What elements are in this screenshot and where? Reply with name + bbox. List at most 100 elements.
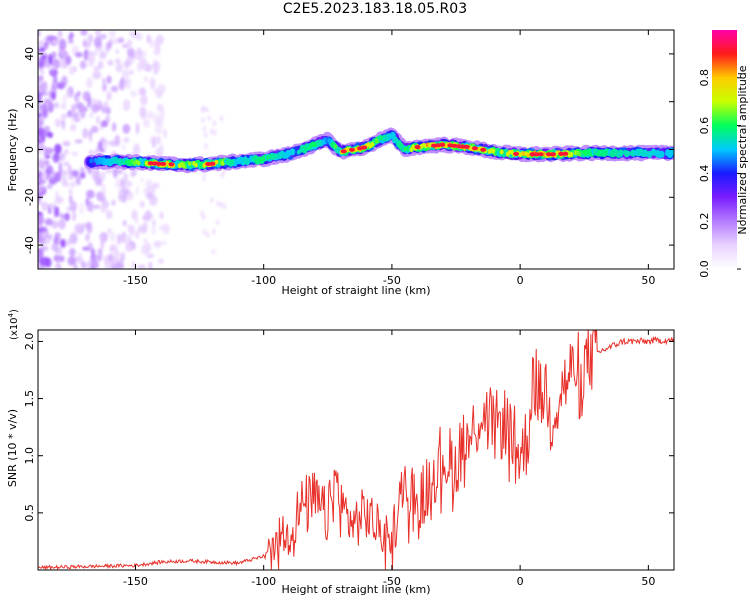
- x-tick-label: -50: [383, 575, 401, 588]
- noise-blob: [68, 39, 74, 44]
- noise-blob: [99, 33, 107, 40]
- noise-blob: [99, 50, 107, 60]
- noise-blob: [140, 94, 148, 106]
- noise-blob: [133, 143, 141, 156]
- noise-blob: [53, 205, 57, 218]
- noise-blob: [155, 136, 162, 145]
- noise-blob: [64, 212, 70, 222]
- noise-blob: [48, 53, 53, 65]
- noise-blob: [137, 264, 147, 269]
- colorbar-tick-label: 0.0: [698, 260, 711, 278]
- noise-blob: [110, 264, 118, 269]
- noise-blob: [204, 142, 208, 149]
- noise-blob: [43, 98, 53, 105]
- x-tick-label: 50: [641, 575, 655, 588]
- noise-blob: [145, 242, 152, 253]
- noise-blob: [96, 115, 100, 125]
- noise-blob: [160, 108, 165, 120]
- noise-blob: [143, 187, 150, 194]
- noise-blob: [42, 231, 47, 238]
- noise-blob: [69, 200, 77, 213]
- noise-blob: [219, 115, 224, 122]
- noise-blob: [73, 263, 78, 269]
- noise-blob: [62, 140, 71, 147]
- noise-blob: [112, 37, 119, 45]
- noise-blob: [108, 253, 113, 261]
- noise-blob: [62, 50, 69, 60]
- noise-blob: [152, 63, 158, 70]
- noise-blob: [75, 176, 82, 186]
- noise-blob: [86, 189, 95, 199]
- snr-y-axis: 0.5 1.0 1.5 2.0: [23, 333, 674, 522]
- noise-blob: [38, 226, 46, 233]
- noise-blob: [122, 69, 130, 78]
- noise-blob: [145, 192, 154, 199]
- noise-blob: [45, 147, 54, 154]
- noise-blob: [101, 200, 110, 209]
- ridge-cell: [245, 158, 250, 164]
- noise-blob: [108, 38, 113, 46]
- noise-blob: [73, 117, 81, 123]
- ridge-cell: [577, 151, 582, 157]
- noise-blob: [82, 105, 88, 113]
- noise-blob: [57, 236, 62, 246]
- noise-blob: [134, 32, 143, 41]
- ridge-cell: [604, 149, 609, 155]
- noise-blob: [158, 258, 164, 264]
- noise-blob: [154, 122, 163, 135]
- noise-blob: [52, 153, 60, 163]
- ridge-cell: [399, 143, 403, 149]
- noise-blob: [144, 210, 152, 222]
- y-tick-label: 0.5: [23, 504, 36, 522]
- noise-blob: [163, 128, 167, 139]
- noise-blob: [111, 122, 117, 132]
- noise-blob: [157, 83, 166, 95]
- noise-blob: [115, 62, 123, 73]
- ridge-cell: [378, 135, 383, 141]
- colorbar-tick-label: 0.2: [698, 212, 711, 230]
- noise-blob: [82, 39, 87, 47]
- noise-blob: [109, 140, 117, 147]
- noise-blob: [56, 256, 60, 268]
- noise-blob: [69, 123, 77, 132]
- noise-blob: [42, 108, 48, 119]
- ridge-cell: [643, 149, 648, 155]
- noise-blob: [71, 151, 78, 156]
- noise-blob: [60, 239, 66, 248]
- ridge-cell: [658, 150, 665, 158]
- noise-blob: [57, 152, 66, 161]
- noise-blob: [72, 212, 77, 219]
- ridge-cell: [631, 151, 635, 157]
- noise-blob: [143, 237, 148, 244]
- noise-blob: [58, 213, 64, 218]
- noise-blob: [90, 254, 97, 263]
- colorbar-tick-label: 0.8: [698, 69, 711, 87]
- noise-blob: [202, 126, 207, 132]
- noise-blob: [38, 91, 42, 101]
- noise-blob: [86, 200, 92, 212]
- noise-blob: [40, 241, 44, 248]
- noise-blob: [135, 231, 139, 239]
- ridge-cell: [374, 138, 379, 144]
- noise-blob: [158, 224, 165, 231]
- noise-blob: [123, 60, 131, 69]
- peak-cell: [513, 151, 519, 156]
- noise-blob: [131, 261, 135, 268]
- noise-blob: [125, 243, 133, 252]
- noise-blob: [122, 220, 127, 226]
- ridge-cell: [499, 149, 504, 155]
- ridge-cell: [231, 159, 235, 165]
- noise-blob: [44, 160, 50, 166]
- snr-x-axis: -150 -100 -50 0 50: [123, 330, 655, 588]
- noise-blob: [153, 240, 162, 247]
- noise-blob: [121, 79, 129, 84]
- noise-blob: [85, 233, 90, 242]
- noise-blob: [148, 261, 153, 269]
- ridge-cell: [612, 151, 617, 156]
- noise-blob: [58, 255, 65, 263]
- noise-blob: [139, 200, 145, 209]
- noise-blob: [106, 75, 112, 84]
- noise-blob: [117, 37, 125, 44]
- noise-blob: [149, 79, 157, 86]
- noise-blob: [41, 171, 47, 181]
